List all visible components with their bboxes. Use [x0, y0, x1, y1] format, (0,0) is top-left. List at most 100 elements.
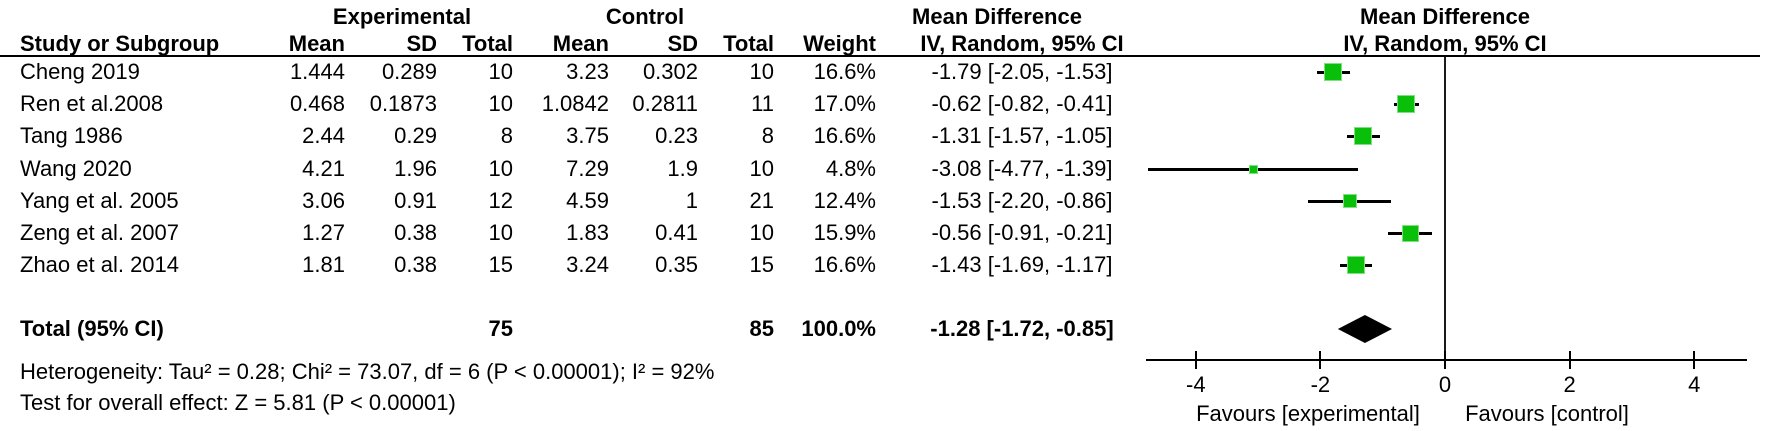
ci-text: -1.43 [-1.69, -1.17] — [931, 252, 1113, 277]
table-row: Ren et al.2008 0.468 0.1873 10 1.0842 0.… — [0, 88, 1165, 120]
col-header-exp-sd: SD — [406, 31, 437, 56]
exp-total: 10 — [488, 59, 513, 84]
ctrl-total: 11 — [751, 91, 774, 116]
table-row: Tang 1986 2.44 0.29 8 3.75 0.23 8 16.6% … — [0, 120, 1165, 152]
total-weight: 100.0% — [801, 316, 876, 341]
col-header-exp-total: Total — [462, 31, 513, 56]
table-row: Wang 2020 4.21 1.96 10 7.29 1.9 10 4.8% … — [0, 153, 1165, 185]
col-header-weight: Weight — [803, 31, 876, 56]
axis-tick — [1693, 351, 1696, 369]
header-rule — [0, 55, 1760, 57]
axis-tick — [1194, 351, 1197, 369]
table-row: Cheng 2019 1.444 0.289 10 3.23 0.302 10 … — [0, 56, 1165, 88]
study-name: Wang 2020 — [20, 156, 132, 181]
table-row: Yang et al. 2005 3.06 0.91 12 4.59 1 21 … — [0, 185, 1165, 217]
total-row: Total (95% CI) 75 85 100.0% -1.28 [-1.72… — [0, 313, 1165, 345]
exp-sd: 0.38 — [394, 220, 437, 245]
ctrl-sd: 0.23 — [655, 123, 698, 148]
exp-total: 12 — [488, 188, 513, 213]
effect-square — [1346, 256, 1365, 274]
effect-square — [1342, 194, 1357, 208]
col-header-effect-ci: IV, Random, 95% CI — [920, 31, 1124, 56]
table-row: Zeng et al. 2007 1.27 0.38 10 1.83 0.41 … — [0, 217, 1165, 249]
study-name: Cheng 2019 — [20, 59, 140, 84]
ctrl-total: 10 — [749, 156, 774, 181]
ctrl-total: 21 — [749, 188, 774, 213]
ctrl-sd: 0.41 — [655, 220, 698, 245]
weight: 17.0% — [813, 91, 876, 116]
ctrl-mean: 3.75 — [566, 123, 609, 148]
ctrl-mean: 1.83 — [566, 220, 609, 245]
exp-sd: 1.96 — [394, 156, 437, 181]
ci-text: -0.56 [-0.91, -0.21] — [931, 220, 1113, 245]
ctrl-mean: 1.0842 — [541, 91, 609, 116]
weight: 16.6% — [813, 252, 876, 277]
table-row: Zhao et al. 2014 1.81 0.38 15 3.24 0.35 … — [0, 249, 1165, 281]
ci-text: -1.31 [-1.57, -1.05] — [931, 123, 1113, 148]
exp-sd: 0.29 — [394, 123, 437, 148]
favours-left-label: Favours [experimental] — [1196, 401, 1420, 426]
header-plot-title: Mean Difference — [1360, 4, 1530, 29]
exp-mean: 0.468 — [289, 91, 345, 116]
exp-mean: 2.44 — [302, 123, 345, 148]
ctrl-sd: 0.2811 — [632, 91, 698, 116]
summary-diamond — [1337, 315, 1393, 343]
ctrl-mean: 3.24 — [566, 252, 609, 277]
ctrl-mean: 7.29 — [566, 156, 609, 181]
exp-mean: 1.81 — [302, 252, 345, 277]
weight: 4.8% — [825, 156, 876, 181]
axis-tick-label: 2 — [1563, 372, 1576, 397]
ctrl-sd: 0.302 — [642, 59, 698, 84]
effect-square — [1354, 127, 1373, 145]
axis-tick — [1444, 351, 1446, 369]
overall-effect-text: Test for overall effect: Z = 5.81 (P < 0… — [20, 390, 456, 415]
weight: 15.9% — [813, 220, 876, 245]
study-name: Ren et al.2008 — [20, 91, 164, 116]
ctrl-mean: 3.23 — [566, 59, 609, 84]
total-label: Total (95% CI) — [20, 316, 164, 341]
weight: 12.4% — [813, 188, 876, 213]
col-header-ctrl-mean: Mean — [552, 31, 609, 56]
favours-right-label: Favours [control] — [1465, 401, 1629, 426]
header-group-experimental: Experimental — [332, 4, 472, 29]
axis-tick-label: -2 — [1310, 372, 1331, 397]
col-header-study: Study or Subgroup — [20, 31, 220, 56]
exp-total: 8 — [500, 123, 513, 148]
axis-tick — [1568, 351, 1571, 369]
header-group-control: Control — [605, 4, 685, 29]
axis-tick-label: 0 — [1438, 372, 1452, 397]
ctrl-mean: 4.59 — [566, 188, 609, 213]
ctrl-total: 8 — [761, 123, 774, 148]
exp-sd: 0.289 — [381, 59, 437, 84]
study-name: Zhao et al. 2014 — [20, 252, 180, 277]
exp-mean: 4.21 — [302, 156, 345, 181]
header-plot-subtitle: IV, Random, 95% CI — [1343, 31, 1547, 56]
ci-text: -3.08 [-4.77, -1.39] — [931, 156, 1113, 181]
table-header-row: Study or Subgroup Mean SD Total Mean SD … — [0, 28, 1772, 58]
heterogeneity-text: Heterogeneity: Tau² = 0.28; Chi² = 73.07… — [20, 359, 715, 384]
ctrl-total: 15 — [749, 252, 774, 277]
ci-text: -1.79 [-2.05, -1.53] — [931, 59, 1113, 84]
study-name: Zeng et al. 2007 — [20, 220, 180, 245]
x-axis-line — [1146, 359, 1747, 361]
ctrl-total: 10 — [749, 220, 774, 245]
exp-sd: 0.91 — [394, 188, 437, 213]
effect-square — [1248, 164, 1258, 174]
total-exp-total: 75 — [488, 316, 513, 341]
col-header-exp-mean: Mean — [288, 31, 345, 56]
exp-total: 15 — [488, 252, 513, 277]
ci-text: -0.62 [-0.82, -0.41] — [931, 91, 1113, 116]
exp-total: 10 — [488, 91, 513, 116]
total-ctrl-total: 85 — [749, 316, 774, 341]
ci-text: -1.53 [-2.20, -0.86] — [931, 188, 1113, 213]
exp-mean: 1.27 — [302, 220, 345, 245]
exp-mean: 3.06 — [302, 188, 345, 213]
axis-tick — [1319, 351, 1322, 369]
study-name: Tang 1986 — [20, 123, 123, 148]
axis-tick-label: 4 — [1688, 372, 1701, 397]
total-ci-text: -1.28 [-1.72, -0.85] — [930, 316, 1114, 341]
exp-total: 10 — [488, 156, 513, 181]
zero-reference-line — [1444, 57, 1446, 360]
ctrl-sd: 1 — [685, 188, 698, 213]
